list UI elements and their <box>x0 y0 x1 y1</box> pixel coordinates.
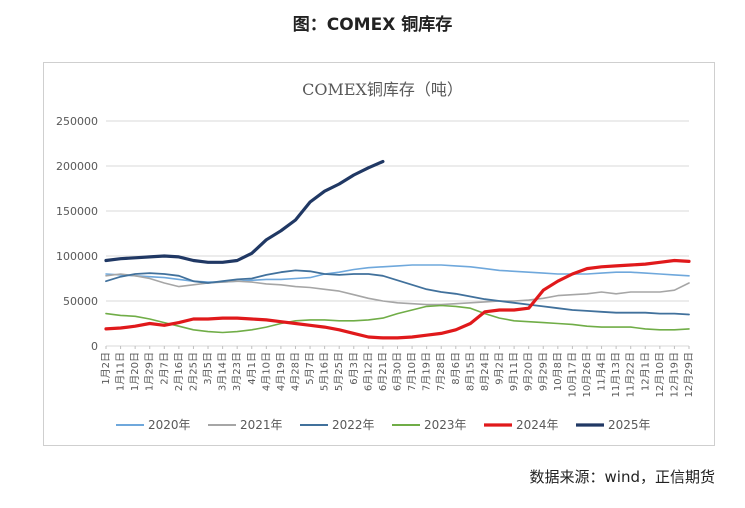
y-tick-label: 200000 <box>56 160 98 173</box>
y-tick-label: 0 <box>91 340 98 353</box>
y-tick-label: 250000 <box>56 115 98 128</box>
x-tick-label: 6月21日 <box>377 352 389 391</box>
series-line <box>105 269 690 316</box>
x-tick-label: 1月2日 <box>100 352 112 385</box>
x-tick-label: 8月15日 <box>464 352 476 391</box>
legend-label: 2020年 <box>148 418 191 432</box>
x-tick-label: 4月10日 <box>260 352 272 391</box>
series-line <box>105 304 690 334</box>
x-tick-label: 10月8日 <box>552 352 564 391</box>
x-tick-label: 4月1日 <box>246 352 258 385</box>
y-tick-label: 50000 <box>63 295 98 308</box>
source-note: 数据来源：wind，正信期货 <box>529 468 715 486</box>
x-tick-label: 1月20日 <box>129 352 141 391</box>
x-tick-label: 12月1日 <box>639 352 651 391</box>
x-tick-label: 11月13日 <box>610 352 622 397</box>
x-tick-label: 3月5日 <box>202 352 214 385</box>
y-tick-label: 150000 <box>56 205 98 218</box>
x-tick-label: 9月2日 <box>494 352 506 385</box>
figure-title: 图：COMEX 铜库存 <box>292 15 453 35</box>
x-tick-label: 11月22日 <box>625 352 637 397</box>
x-tick-label: 5月16日 <box>319 352 331 391</box>
chart-title: COMEX铜库存（吨） <box>302 80 463 99</box>
x-tick-label: 1月11日 <box>115 352 127 391</box>
x-tick-label: 9月11日 <box>508 352 520 391</box>
x-tick-label: 1月29日 <box>144 352 156 391</box>
x-tick-label: 4月19日 <box>275 352 287 391</box>
x-tick-label: 7月10日 <box>406 352 418 391</box>
x-tick-label: 12月29日 <box>683 352 695 397</box>
x-tick-label: 7月28日 <box>435 352 447 391</box>
series-line <box>105 273 690 306</box>
y-tick-label: 100000 <box>56 250 98 263</box>
x-tick-label: 5月7日 <box>304 352 316 385</box>
x-tick-label: 12月19日 <box>668 352 680 397</box>
x-tick-label: 8月6日 <box>450 352 462 385</box>
x-tick-label: 6月12日 <box>362 352 374 391</box>
legend-label: 2025年 <box>608 418 651 432</box>
x-tick-label: 2月16日 <box>173 352 185 391</box>
legend-label: 2022年 <box>332 418 375 432</box>
x-tick-label: 6月30日 <box>392 352 404 391</box>
x-tick-label: 3月14日 <box>217 352 229 391</box>
x-tick-label: 5月25日 <box>333 352 345 391</box>
x-tick-label: 6月3日 <box>348 352 360 385</box>
copper-inventory-chart: COMEX铜库存（吨） 0 50000 100000 150000 200000 25000… <box>56 80 695 432</box>
x-tick-label: 10月26日 <box>581 352 593 397</box>
x-tick-label: 9月20日 <box>523 352 535 391</box>
legend-label: 2024年 <box>516 418 559 432</box>
x-tick-label: 2月25日 <box>187 352 199 391</box>
x-tick-label: 10月17日 <box>566 352 578 397</box>
series-line <box>104 258 691 340</box>
x-tick-label: 4月28日 <box>289 352 301 391</box>
legend-label: 2021年 <box>240 418 283 432</box>
x-tick-label: 8月24日 <box>479 352 491 391</box>
x-tick-label: 7月19日 <box>421 352 433 391</box>
legend-label: 2023年 <box>424 418 467 432</box>
x-tick-label: 12月10日 <box>654 352 666 397</box>
series-line <box>104 159 385 264</box>
x-tick-label: 9月29日 <box>537 352 549 391</box>
x-tick-label: 2月7日 <box>158 352 170 385</box>
x-tick-label: 11月4日 <box>596 352 608 391</box>
x-tick-label: 3月23日 <box>231 352 243 391</box>
chart-frame: COMEX铜库存（吨） 0 50000 100000 150000 200000 25000… <box>43 62 715 446</box>
